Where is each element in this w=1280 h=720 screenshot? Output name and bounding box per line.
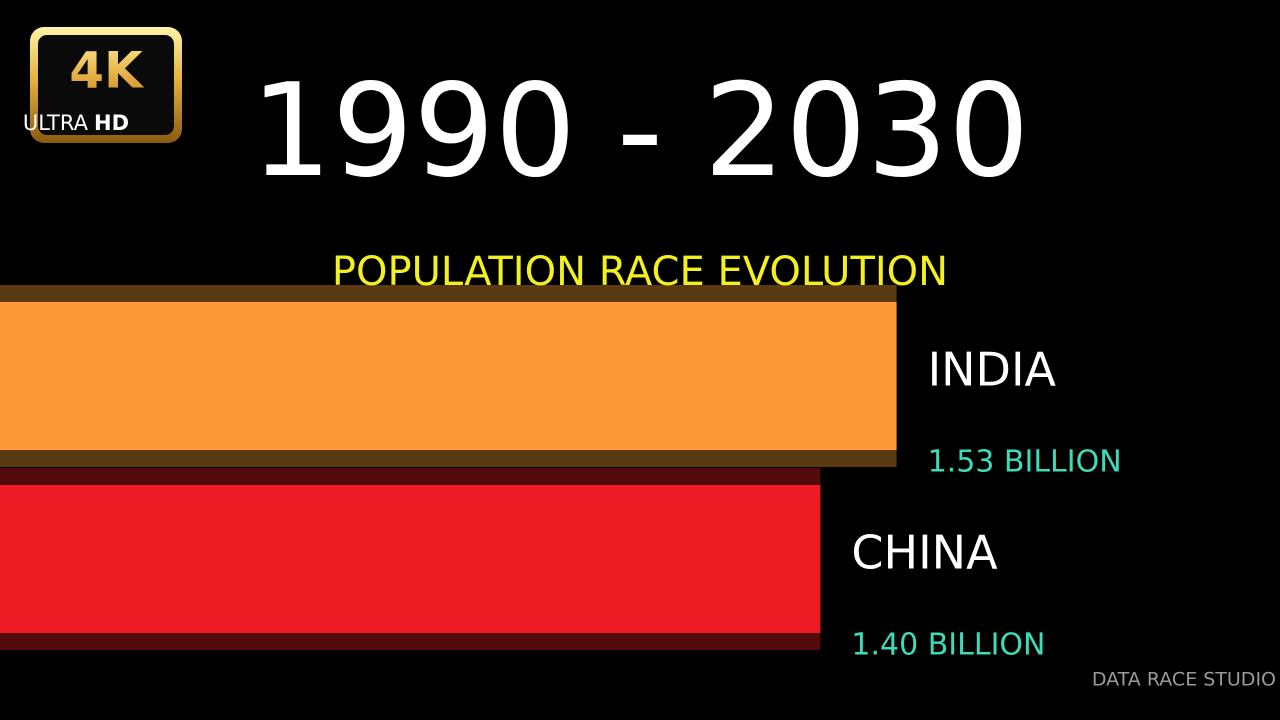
value-label: 1.40 BILLION (851, 628, 1045, 663)
bar-label: CHINA (851, 526, 998, 580)
badge-inner (38, 35, 174, 135)
bar-label: INDIA (928, 343, 1057, 397)
bars: INDIA 1.53 BILLION CHINA 1.40 BILLION (0, 285, 1122, 663)
value-label: 1.53 BILLION (928, 445, 1122, 480)
bar (0, 302, 897, 450)
badge-main: 4K (69, 42, 145, 100)
badge-sub: ULTRA (23, 111, 89, 135)
chart-subtitle: POPULATION RACE EVOLUTION (332, 249, 948, 295)
chart-title: 1990 - 2030 (250, 57, 1029, 206)
watermark: DATA RACE STUDIO (1092, 669, 1276, 691)
badge: 4K ULTRA HD (23, 27, 182, 143)
badge-sub-bold: HD (94, 111, 129, 135)
bar (0, 485, 821, 633)
